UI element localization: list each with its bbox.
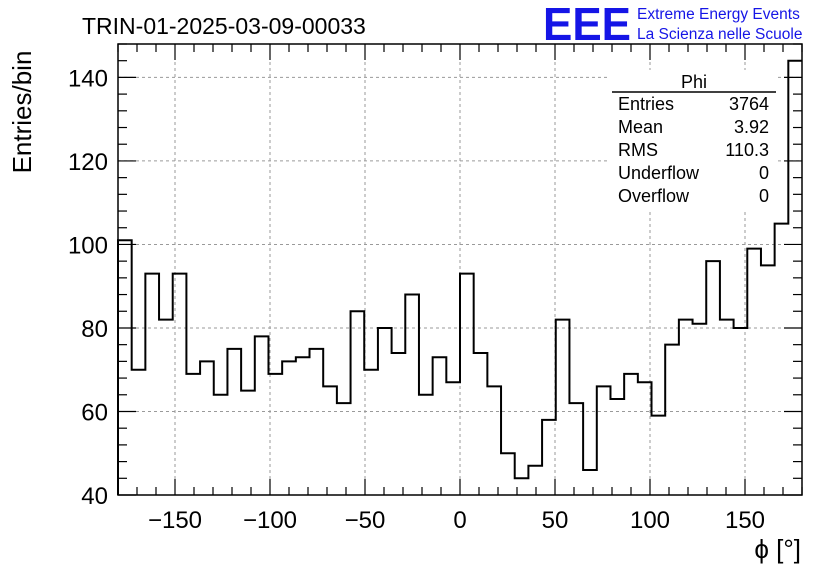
stats-label-overflow: Overflow — [618, 186, 690, 206]
x-tick-label: 150 — [725, 507, 765, 534]
y-tick-label: 60 — [81, 399, 108, 426]
stats-box-background — [610, 70, 778, 212]
stats-value-underflow: 0 — [759, 163, 769, 183]
y-tick-label: 140 — [68, 65, 108, 92]
y-tick-label: 80 — [81, 316, 108, 343]
stats-label-entries: Entries — [618, 94, 674, 114]
eee-logo: EEE Extreme Energy Events La Scienza nel… — [543, 0, 802, 50]
x-tick-label: −150 — [148, 507, 202, 534]
x-tick-label: 0 — [453, 507, 466, 534]
stats-value-overflow: 0 — [759, 186, 769, 206]
histogram-outline — [117, 59, 802, 495]
x-tick-label: −50 — [345, 507, 386, 534]
y-tick-label: 120 — [68, 149, 108, 176]
stats-label-underflow: Underflow — [618, 163, 700, 183]
stats-value-entries: 3764 — [729, 94, 769, 114]
eee-logo-text: EEE — [543, 0, 631, 50]
x-axis-label: ϕ [°] — [754, 534, 801, 564]
x-tick-label: 100 — [630, 507, 670, 534]
eee-logo-line1: Extreme Energy Events — [637, 6, 800, 23]
chart-title: TRIN-01-2025-03-09-00033 — [82, 13, 366, 39]
stats-value-rms: 110.3 — [725, 140, 769, 160]
stats-label-mean: Mean — [618, 117, 663, 137]
stats-box-title: Phi — [681, 72, 707, 92]
histogram-series — [117, 59, 802, 495]
x-tick-label: −100 — [243, 507, 297, 534]
y-axis-label: Entries/bin — [7, 51, 37, 174]
stats-box: Phi Entries 3764 Mean 3.92 RMS 110.3 Und… — [610, 70, 778, 212]
axes: −150 −100 −50 0 50 100 150 40 60 80 100 120 140 — [68, 43, 803, 534]
y-tick-label: 100 — [68, 232, 108, 259]
eee-logo-line2: La Scienza nelle Scuole — [637, 26, 802, 43]
x-tick-label: 50 — [542, 507, 569, 534]
stats-label-rms: RMS — [618, 140, 658, 160]
y-tick-label: 40 — [81, 483, 108, 510]
stats-value-mean: 3.92 — [734, 117, 769, 137]
